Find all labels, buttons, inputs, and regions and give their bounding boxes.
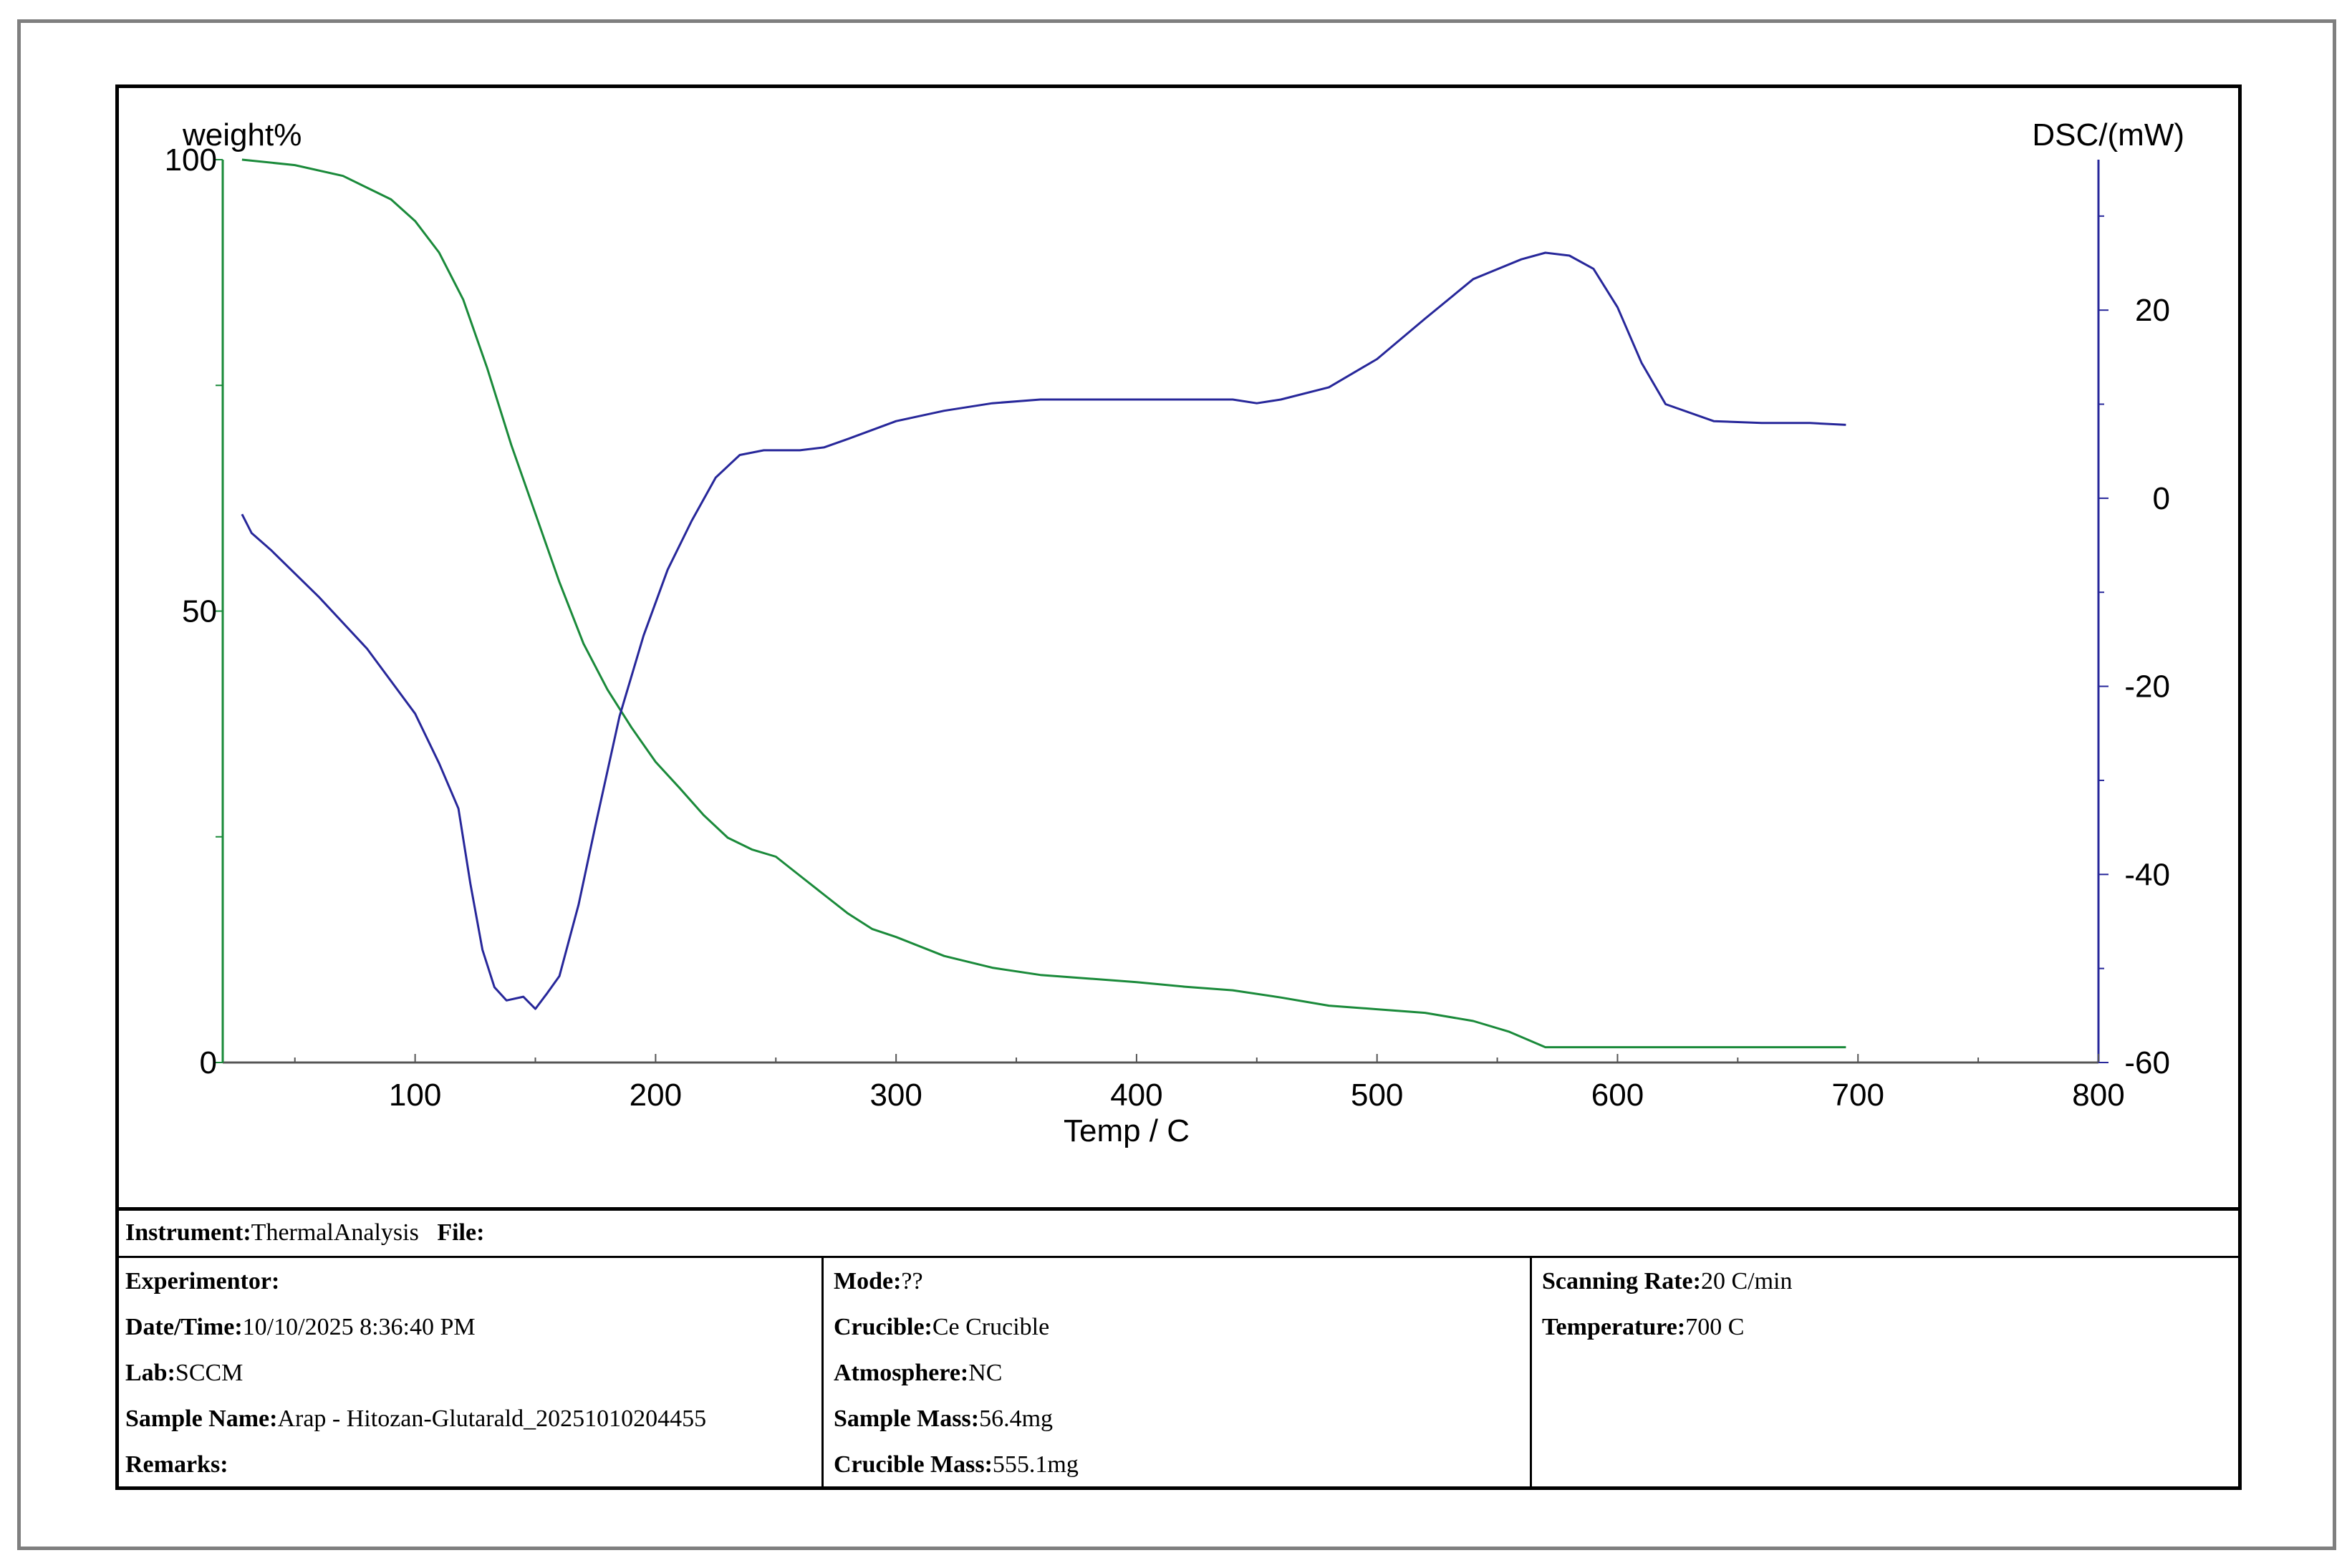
lab-value: SCCM (175, 1360, 244, 1386)
chart-axes (221, 160, 2100, 1064)
right-y-tick-label: 0 (2153, 481, 2170, 516)
right-y-tick-label: 20 (2135, 293, 2170, 328)
crucible-mass-label: Crucible Mass: (834, 1451, 993, 1478)
x-tick-label: 100 (389, 1078, 441, 1113)
sample-name-label: Sample Name: (125, 1405, 278, 1432)
temperature-field: Temperature:700 C (1542, 1314, 1744, 1341)
instrument-label: Instrument: (125, 1219, 251, 1246)
datetime-field: Date/Time:10/10/2025 8:36:40 PM (125, 1314, 476, 1341)
atmosphere-field: Atmosphere:NC (834, 1360, 1002, 1387)
experimentor-label: Experimentor: (125, 1268, 280, 1294)
mode-value: ?? (901, 1268, 923, 1294)
dsc-line (241, 251, 1846, 1010)
remarks-label: Remarks: (125, 1451, 228, 1478)
temperature-label: Temperature: (1542, 1314, 1686, 1340)
crucible-field: Crucible:Ce Crucible (834, 1314, 1049, 1341)
file-label: File: (437, 1219, 485, 1246)
chart-series (241, 158, 1846, 1049)
scanning-rate-label: Scanning Rate: (1542, 1268, 1701, 1294)
left-y-tick-label: 100 (165, 142, 217, 178)
instrument-row: Instrument:ThermalAnalysis File: (115, 1211, 2242, 1258)
sample-mass-label: Sample Mass: (834, 1405, 980, 1432)
info-column-right: Scanning Rate:20 C/min Temperature:700 C (1532, 1258, 2238, 1490)
right-y-tick-label: -20 (2124, 669, 2170, 705)
datetime-label: Date/Time: (125, 1314, 243, 1340)
sample-name-value: Arap - Hitozan-Glutarald_20251010204455 (277, 1405, 707, 1432)
left-axis-title: weight% (182, 117, 302, 153)
scanning-rate-field: Scanning Rate:20 C/min (1542, 1268, 1793, 1295)
crucible-label: Crucible: (834, 1314, 932, 1340)
experimentor-field: Experimentor: (125, 1268, 279, 1295)
sample-name-field: Sample Name:Arap - Hitozan-Glutarald_202… (125, 1405, 706, 1433)
mode-label: Mode: (834, 1268, 902, 1294)
mode-field: Mode:?? (834, 1268, 923, 1295)
crucible-value: Ce Crucible (932, 1314, 1050, 1340)
instrument-value: ThermalAnalysis (251, 1219, 419, 1246)
info-column-left: Experimentor: Date/Time:10/10/2025 8:36:… (115, 1258, 824, 1490)
instrument-field: Instrument:ThermalAnalysis File: (125, 1219, 484, 1247)
x-tick-label: 200 (630, 1078, 682, 1113)
crucible-mass-field: Crucible Mass:555.1mg (834, 1451, 1079, 1479)
x-tick-label: 500 (1351, 1078, 1403, 1113)
atmosphere-value: NC (968, 1360, 1003, 1386)
x-axis-title: Temp / C (1064, 1113, 1190, 1148)
crucible-mass-value: 555.1mg (992, 1451, 1079, 1478)
sample-mass-value: 56.4mg (979, 1405, 1054, 1432)
lab-label: Lab: (125, 1360, 175, 1386)
page-border (17, 19, 2336, 1550)
right-axis-title: DSC/(mW) (2032, 117, 2184, 153)
chart-ticks: 100 200 300 400 500 600 700 800 0 50 100 -60 -40 -20 0… (165, 142, 2170, 1113)
info-table: Instrument:ThermalAnalysis File: Experim… (115, 1207, 2242, 1490)
remarks-field: Remarks: (125, 1451, 228, 1479)
x-tick-label: 700 (1832, 1078, 1884, 1113)
temperature-value: 700 C (1685, 1314, 1745, 1340)
right-y-tick-label: -60 (2124, 1045, 2170, 1080)
sample-mass-field: Sample Mass:56.4mg (834, 1405, 1053, 1433)
scanning-rate-value: 20 C/min (1700, 1268, 1793, 1294)
x-tick-label: 400 (1110, 1078, 1162, 1113)
x-tick-label: 800 (2072, 1078, 2124, 1113)
x-tick-label: 600 (1591, 1078, 1644, 1113)
x-tick-label: 300 (869, 1078, 922, 1113)
info-column-middle: Mode:?? Crucible:Ce Crucible Atmosphere:… (824, 1258, 1532, 1490)
datetime-value: 10/10/2025 8:36:40 PM (242, 1314, 476, 1340)
right-y-tick-label: -40 (2124, 857, 2170, 892)
report-frame (115, 84, 2242, 1490)
left-y-tick-label: 50 (182, 594, 217, 629)
weight-percent-line (241, 158, 1846, 1049)
left-y-tick-label: 0 (200, 1045, 217, 1080)
lab-field: Lab:SCCM (125, 1360, 243, 1387)
atmosphere-label: Atmosphere: (834, 1360, 969, 1386)
